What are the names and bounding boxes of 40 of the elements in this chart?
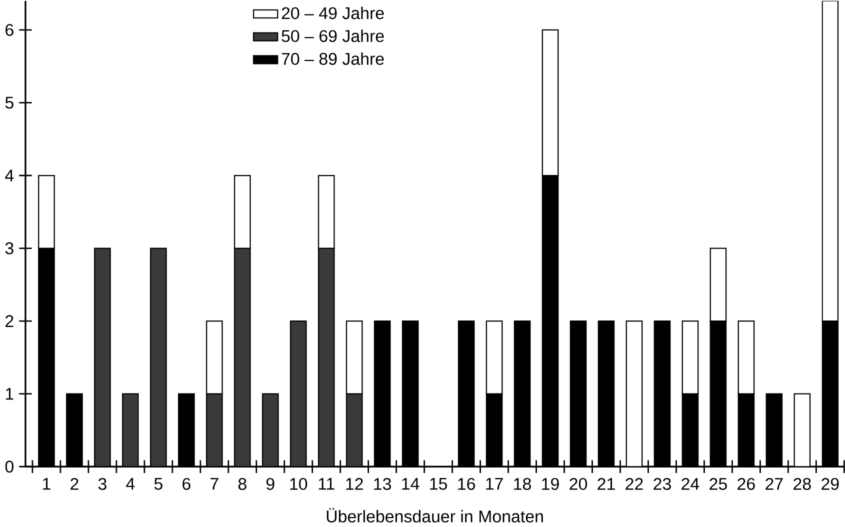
x-tick-label: 29 [822,478,839,490]
y-tick-label: 0 [5,460,14,473]
x-tick-label: 15 [430,478,448,490]
x-tick-label: 28 [794,478,811,490]
x-tick-label: 26 [738,478,755,490]
y-tick-label: 6 [6,24,14,36]
y-tick-label: 1 [6,388,14,400]
y-tick-label: 3 [5,242,14,254]
x-tick-label: 11 [318,478,334,490]
x-tick-label: 14 [402,478,420,490]
x-axis-title: Überlebensdauer in Monaten [326,508,543,522]
x-tick-label: 27 [766,478,783,490]
y-tick-label: 5 [5,96,14,109]
x-tick-label: 25 [710,478,727,490]
x-tick-label: 19 [542,478,559,490]
x-tick-label: 17 [486,478,503,490]
x-tick-label: 9 [266,478,274,490]
x-tick-label: 5 [154,478,162,490]
x-tick-label: 16 [458,478,475,490]
y-tick-label: 4 [5,170,14,182]
x-tick-label: 6 [182,478,190,490]
x-tick-label: 2 [70,478,78,490]
x-tick-label: 3 [98,478,106,490]
x-tick-label: 18 [514,478,531,490]
x-tick-label: 4 [126,478,135,490]
x-tick-label: 24 [682,478,700,490]
x-tick-label: 23 [654,478,671,490]
x-tick-label: 1 [43,478,50,490]
x-tick-label: 7 [210,478,218,490]
x-tick-label: 21 [598,478,615,490]
x-tick-label: 8 [238,478,246,490]
x-tick-label: 12 [346,478,363,490]
x-tick-label: 10 [290,478,308,490]
x-tick-label: 22 [626,478,643,490]
x-tick-label: 13 [374,478,392,490]
y-tick-label: 2 [6,315,14,327]
legend-label: 20 – 49 Jahre [282,6,384,20]
legend-label: 50 – 69 Jahre [282,30,384,42]
legend-label: 70 – 89 Jahre [282,52,384,65]
x-tick-label: 20 [570,478,588,490]
